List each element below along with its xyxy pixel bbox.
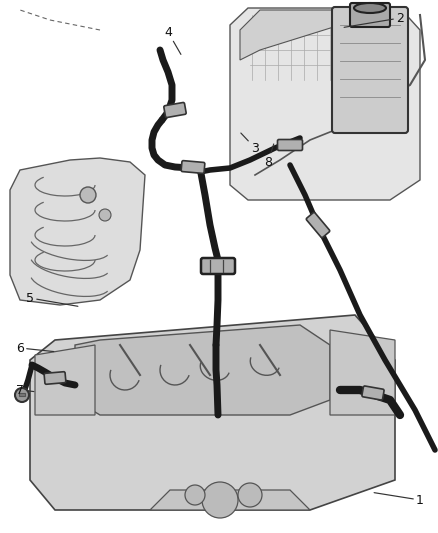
- Ellipse shape: [354, 3, 386, 13]
- Polygon shape: [10, 158, 145, 305]
- Circle shape: [15, 388, 29, 402]
- FancyBboxPatch shape: [201, 258, 235, 274]
- Text: 1: 1: [374, 492, 424, 506]
- Text: 2: 2: [344, 12, 404, 27]
- Text: 4: 4: [164, 26, 181, 54]
- Text: 5: 5: [26, 292, 78, 306]
- Polygon shape: [30, 315, 395, 510]
- Text: 6: 6: [16, 342, 54, 354]
- FancyBboxPatch shape: [164, 102, 186, 117]
- Polygon shape: [230, 8, 420, 200]
- Circle shape: [99, 209, 111, 221]
- FancyBboxPatch shape: [306, 213, 330, 238]
- Circle shape: [80, 187, 96, 203]
- Polygon shape: [240, 10, 340, 60]
- Text: 7: 7: [16, 384, 34, 397]
- FancyBboxPatch shape: [332, 7, 408, 133]
- Polygon shape: [330, 330, 395, 415]
- Circle shape: [185, 485, 205, 505]
- FancyBboxPatch shape: [350, 3, 390, 27]
- FancyBboxPatch shape: [362, 386, 384, 400]
- Circle shape: [238, 483, 262, 507]
- Polygon shape: [35, 345, 95, 415]
- FancyBboxPatch shape: [44, 372, 66, 384]
- FancyBboxPatch shape: [278, 140, 303, 150]
- FancyBboxPatch shape: [181, 160, 205, 173]
- Circle shape: [202, 482, 238, 518]
- Polygon shape: [150, 490, 310, 510]
- Bar: [19, 393, 25, 396]
- Text: 3: 3: [241, 133, 259, 155]
- Polygon shape: [75, 325, 330, 415]
- Text: 8: 8: [264, 144, 274, 168]
